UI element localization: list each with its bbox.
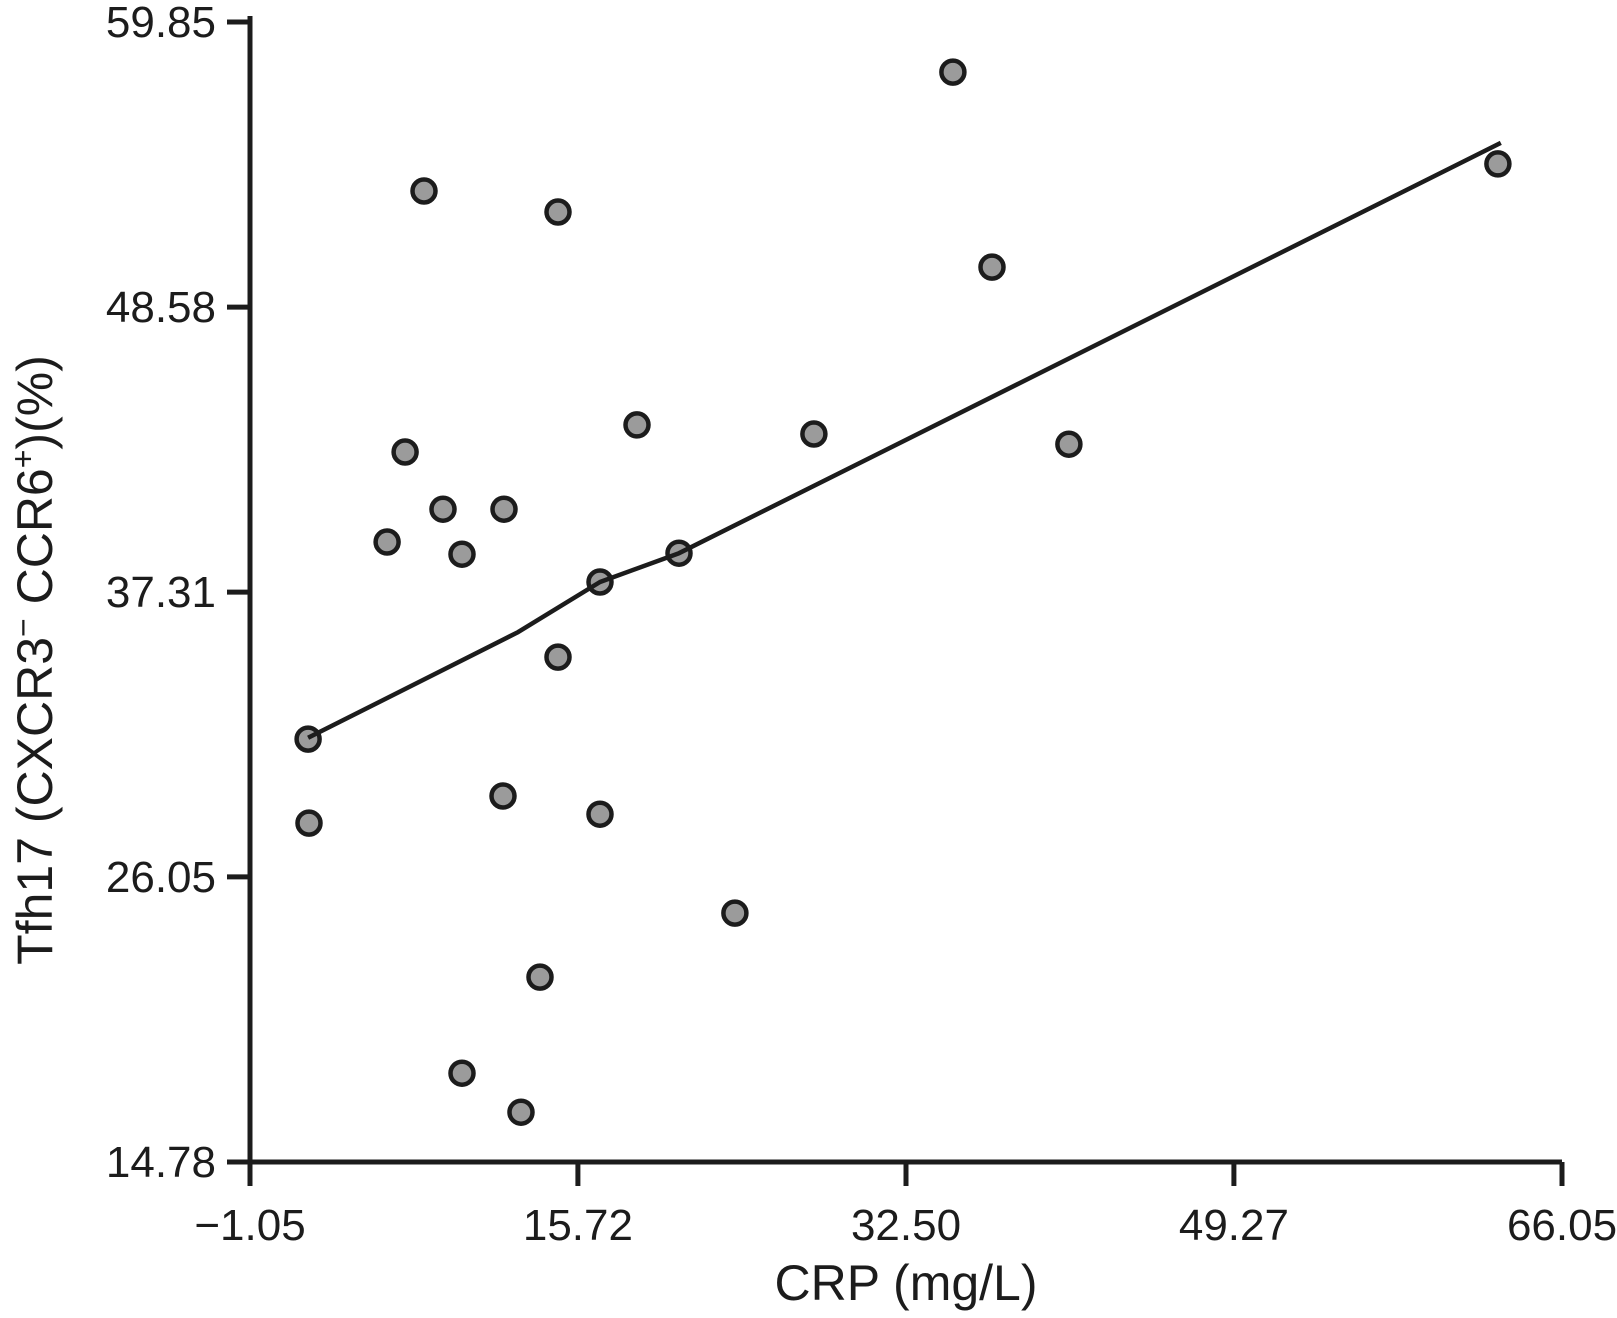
data-point — [448, 1059, 476, 1087]
y-axis-title-main: Tfh17 (CXCR3 — [7, 637, 63, 965]
data-point — [978, 253, 1006, 281]
axes-spine — [247, 16, 1562, 1165]
data-point — [448, 540, 476, 568]
x-tick-label: −1.05 — [194, 1201, 305, 1250]
y-tick-label: 37.31 — [106, 568, 216, 617]
data-point — [429, 495, 457, 523]
x-tick-label: 32.50 — [851, 1201, 961, 1250]
x-tick-label: 49.27 — [1179, 1201, 1289, 1250]
data-point — [544, 643, 572, 671]
data-point — [507, 1098, 535, 1126]
data-point — [373, 528, 401, 556]
data-point — [410, 177, 438, 205]
x-tick-label: 66.05 — [1507, 1201, 1617, 1250]
data-point — [294, 725, 322, 753]
data-point — [526, 963, 554, 991]
trend-line — [307, 140, 1502, 740]
data-point — [800, 420, 828, 448]
y-axis-title-mid: CCR6 — [7, 468, 63, 618]
data-point — [1055, 430, 1083, 458]
y-axis-title: Tfh17 (CXCR3− CCR6+)(%) — [5, 355, 63, 965]
y-tick-label: 26.05 — [106, 853, 216, 902]
y-axis-title-sup-plus: + — [5, 450, 41, 469]
x-axis-title: CRP (mg/L) — [774, 1255, 1037, 1311]
data-point — [295, 809, 323, 837]
data-point — [391, 438, 419, 466]
y-tick-label: 59.85 — [106, 0, 216, 47]
y-axis-title-sup-minus: − — [5, 618, 41, 637]
y-tick-label: 14.78 — [106, 1138, 216, 1187]
data-point — [489, 782, 517, 810]
data-point — [490, 495, 518, 523]
y-axis-title-end: )(%) — [7, 355, 63, 449]
data-point — [623, 411, 651, 439]
x-tick-label: 15.72 — [523, 1201, 633, 1250]
data-point — [721, 899, 749, 927]
data-point — [1484, 150, 1512, 178]
y-tick-label: 48.58 — [106, 283, 216, 332]
data-point — [586, 800, 614, 828]
data-point — [544, 198, 572, 226]
data-point — [939, 58, 967, 86]
